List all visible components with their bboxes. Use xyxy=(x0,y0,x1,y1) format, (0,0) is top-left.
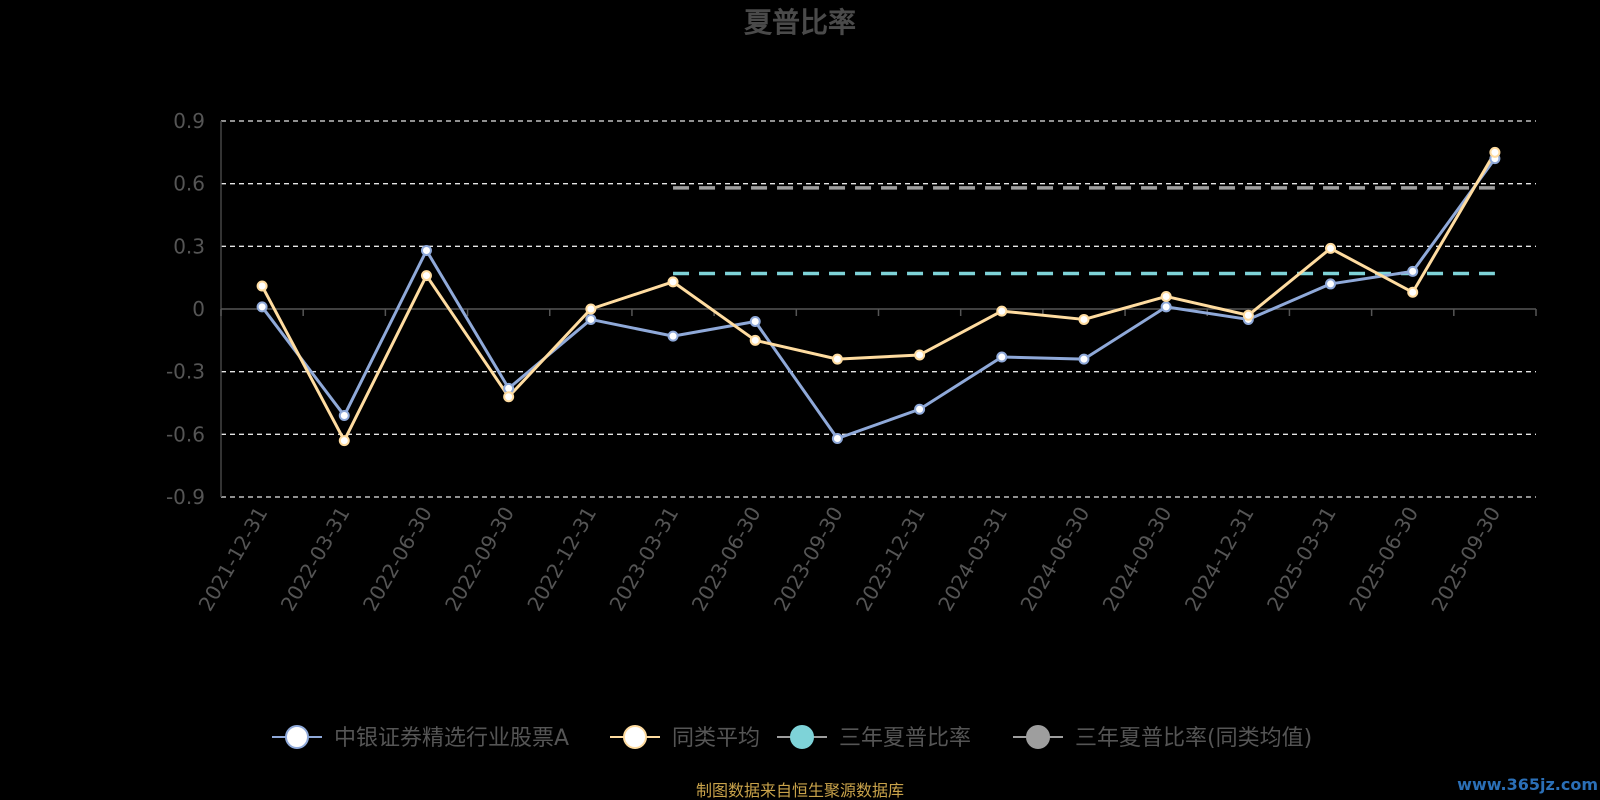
y-tick-label: -0.3 xyxy=(166,360,205,384)
y-tick-labels: 0.9 0.6 0.3 0 -0.3 -0.6 -0.9 xyxy=(166,109,205,509)
data-point xyxy=(1160,290,1172,302)
y-tick-label: 0.9 xyxy=(173,109,205,133)
data-point xyxy=(420,270,432,282)
x-tick-label: 2022-03-31 xyxy=(276,503,355,616)
data-point xyxy=(749,316,761,328)
y-tick-label: -0.9 xyxy=(166,485,205,509)
legend-marker xyxy=(790,725,814,749)
data-point xyxy=(1160,301,1172,313)
x-tick-label: 2025-03-31 xyxy=(1262,503,1341,616)
series-line-0 xyxy=(260,157,1497,441)
data-point xyxy=(831,433,843,445)
y-tick-label: 0.6 xyxy=(173,172,205,196)
chart-title: 夏普比率 xyxy=(744,6,856,39)
legend-marker xyxy=(623,725,647,749)
x-tick-label: 2024-06-30 xyxy=(1015,503,1094,616)
legend-marker xyxy=(285,725,309,749)
x-tick-label: 2023-06-30 xyxy=(687,503,766,616)
legend-marker xyxy=(1026,725,1050,749)
data-point xyxy=(503,391,515,403)
data-point xyxy=(1325,242,1337,254)
data-point xyxy=(831,353,843,365)
data-point xyxy=(1325,278,1337,290)
data-point xyxy=(667,330,679,342)
data-point xyxy=(1078,353,1090,365)
x-tick-label: 2023-09-30 xyxy=(769,503,848,616)
watermark: www.365jz.com xyxy=(1457,775,1598,794)
data-point xyxy=(914,403,926,415)
legend-label: 三年夏普比率(同类均值) xyxy=(1075,726,1312,751)
data-point xyxy=(996,305,1008,317)
data-point xyxy=(1078,313,1090,325)
x-tick-label: 2023-12-31 xyxy=(851,503,930,616)
legend-label: 三年夏普比率 xyxy=(839,726,971,751)
data-point xyxy=(1407,265,1419,277)
axes xyxy=(220,121,1537,497)
x-tick-label: 2023-03-31 xyxy=(604,503,683,616)
data-point xyxy=(420,245,432,257)
y-tick-label: 0.3 xyxy=(173,234,205,258)
legend-item-2[interactable]: 三年夏普比率 xyxy=(777,725,971,751)
legend-item-1[interactable]: 同类平均 xyxy=(610,725,760,751)
data-point xyxy=(585,303,597,315)
x-tick-label: 2024-12-31 xyxy=(1180,503,1259,616)
data-point xyxy=(1242,309,1254,321)
x-tick-labels: 2021-12-31 2022-03-31 2022-06-30 2022-09-30… xyxy=(194,503,1506,616)
grid-lines xyxy=(221,120,1536,498)
legend-label: 同类平均 xyxy=(672,726,760,751)
x-tick-label: 2024-09-30 xyxy=(1098,503,1177,616)
y-tick-label: 0 xyxy=(192,297,205,321)
x-tick-label: 2024-03-31 xyxy=(933,503,1012,616)
data-point xyxy=(667,276,679,288)
series-lines xyxy=(256,146,1501,447)
x-tick-label: 2025-09-30 xyxy=(1426,503,1505,616)
data-point xyxy=(996,351,1008,363)
data-point xyxy=(256,280,268,292)
x-tick-label: 2022-09-30 xyxy=(440,503,519,616)
legend-item-0[interactable]: 中银证券精选行业股票A xyxy=(272,725,569,751)
legend-item-3[interactable]: 三年夏普比率(同类均值) xyxy=(1013,725,1312,751)
data-point xyxy=(914,349,926,361)
data-point xyxy=(338,410,350,422)
x-tick-label: 2022-12-31 xyxy=(522,503,601,616)
y-tick-label: -0.6 xyxy=(166,422,205,446)
data-source-note: 制图数据来自恒生聚源数据库 xyxy=(696,781,904,800)
reference-lines xyxy=(673,186,1495,276)
data-point xyxy=(338,435,350,447)
x-tick-label: 2022-06-30 xyxy=(358,503,437,616)
x-tick-label: 2021-12-31 xyxy=(194,503,273,616)
data-point xyxy=(585,313,597,325)
legend[interactable]: 中银证券精选行业股票A 同类平均 三年夏普比率 三年夏普比率(同类均值) xyxy=(272,725,1312,751)
x-tick-label: 2025-06-30 xyxy=(1344,503,1423,616)
data-point xyxy=(749,334,761,346)
data-point xyxy=(1489,146,1501,158)
data-point xyxy=(256,301,268,313)
data-point xyxy=(1407,286,1419,298)
series-line-1 xyxy=(260,151,1497,443)
legend-label: 中银证券精选行业股票A xyxy=(334,726,569,751)
